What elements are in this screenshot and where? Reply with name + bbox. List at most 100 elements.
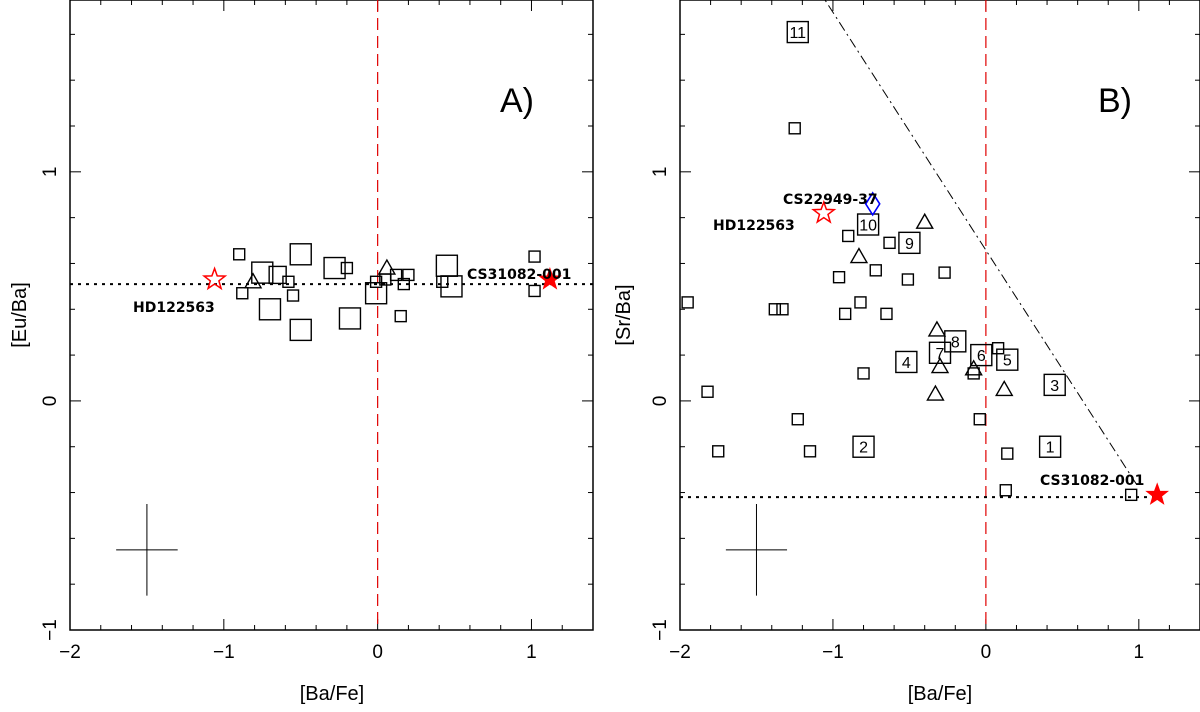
plot-frame xyxy=(679,0,1200,631)
square-point xyxy=(788,122,801,135)
square-point xyxy=(364,282,388,305)
square-point xyxy=(928,341,952,364)
x-tick-label: −1 xyxy=(213,642,235,663)
point-number-label: 1 xyxy=(1046,440,1055,457)
dash-dot-boundary-line xyxy=(824,0,1140,489)
diamond-marker xyxy=(864,191,881,217)
square-point xyxy=(791,413,804,426)
plot-frame xyxy=(69,0,594,631)
square-point xyxy=(776,303,789,316)
triangle-point xyxy=(849,247,869,264)
square-point xyxy=(289,243,312,266)
y-tick-label: 0 xyxy=(40,396,61,407)
triangle-point xyxy=(377,258,397,275)
square-point xyxy=(289,318,312,342)
square-point xyxy=(268,265,287,285)
y-axis-label: [Sr/Ba] xyxy=(613,284,635,345)
square-point xyxy=(282,275,295,288)
square-point xyxy=(898,231,921,255)
x-tick-label: −2 xyxy=(59,642,81,663)
square-point xyxy=(369,275,383,288)
square-point xyxy=(1038,435,1062,458)
open-star-marker xyxy=(811,199,837,224)
x-tick-label: −1 xyxy=(822,642,844,663)
y-axis-label: [Eu/Ba] xyxy=(9,282,31,348)
annotation-cs31082-001: CS31082-001 xyxy=(467,267,571,283)
x-tick-label: 0 xyxy=(981,642,992,663)
point-number-label: 3 xyxy=(1050,378,1059,395)
square-point xyxy=(397,277,410,291)
x-tick-label: 1 xyxy=(526,642,537,663)
square-point xyxy=(286,289,300,302)
square-point xyxy=(1124,488,1138,502)
x-tick-label: −2 xyxy=(669,642,691,663)
annotation-cs31082-001: CS31082-001 xyxy=(1040,473,1144,489)
point-number-label: 8 xyxy=(951,334,960,351)
square-point xyxy=(970,343,993,367)
square-point xyxy=(857,367,870,380)
y-tick-label: 0 xyxy=(650,396,671,407)
square-point xyxy=(528,284,541,298)
square-point xyxy=(340,261,354,275)
square-point xyxy=(440,275,463,298)
point-number-label: 11 xyxy=(789,25,806,42)
square-point xyxy=(436,275,449,288)
triangle-point xyxy=(915,212,934,229)
x-axis-label: [Ba/Fe] xyxy=(908,683,972,705)
square-point xyxy=(528,250,541,263)
square-point xyxy=(402,268,415,282)
point-number-label: 10 xyxy=(859,218,877,235)
square-point xyxy=(842,229,855,243)
open-star-marker xyxy=(201,266,228,291)
point-number-label: 9 xyxy=(905,236,914,253)
square-point xyxy=(681,296,694,309)
annotation-cs22949-37: CS22949-37 xyxy=(783,192,878,208)
square-point xyxy=(895,350,918,374)
square-point xyxy=(712,445,725,458)
square-point xyxy=(996,348,1019,371)
square-point xyxy=(991,342,1005,355)
y-tick-label: −1 xyxy=(40,619,61,641)
square-point xyxy=(1043,373,1066,397)
square-point xyxy=(389,268,403,282)
panel-a-marks: −2 −1 0 1−101 xyxy=(40,0,594,663)
annotation-hd122563: HD122563 xyxy=(713,218,795,234)
square-point xyxy=(435,254,459,277)
square-point xyxy=(768,303,782,316)
point-number-label: 2 xyxy=(859,440,868,457)
square-point xyxy=(338,307,362,330)
square-point xyxy=(832,271,846,284)
point-number-label: 7 xyxy=(936,346,945,363)
triangle-point xyxy=(243,272,263,289)
square-point xyxy=(883,236,896,250)
square-point xyxy=(999,484,1012,497)
square-point xyxy=(233,248,246,261)
square-point xyxy=(869,264,882,277)
y-tick-label: 1 xyxy=(650,167,671,178)
x-tick-label: 1 xyxy=(1134,642,1145,663)
square-point xyxy=(854,296,867,309)
square-point xyxy=(967,367,980,380)
triangle-point xyxy=(995,380,1014,397)
x-axis-label: [Ba/Fe] xyxy=(300,683,364,705)
filled-star-marker xyxy=(1145,482,1169,505)
y-tick-label: −1 xyxy=(650,619,671,641)
panel-label: A) xyxy=(500,82,534,120)
square-point xyxy=(944,330,967,353)
square-point xyxy=(901,273,915,286)
square-point xyxy=(1001,447,1014,460)
square-point xyxy=(973,413,986,426)
square-point xyxy=(803,445,817,458)
square-point xyxy=(880,307,893,321)
square-point xyxy=(838,307,852,321)
point-number-label: 5 xyxy=(1003,353,1012,370)
square-point xyxy=(251,261,274,284)
triangle-point xyxy=(930,357,950,374)
triangle-point xyxy=(964,359,983,376)
point-number-label: 4 xyxy=(902,355,911,372)
filled-star-marker xyxy=(538,267,562,290)
square-point xyxy=(701,385,714,398)
